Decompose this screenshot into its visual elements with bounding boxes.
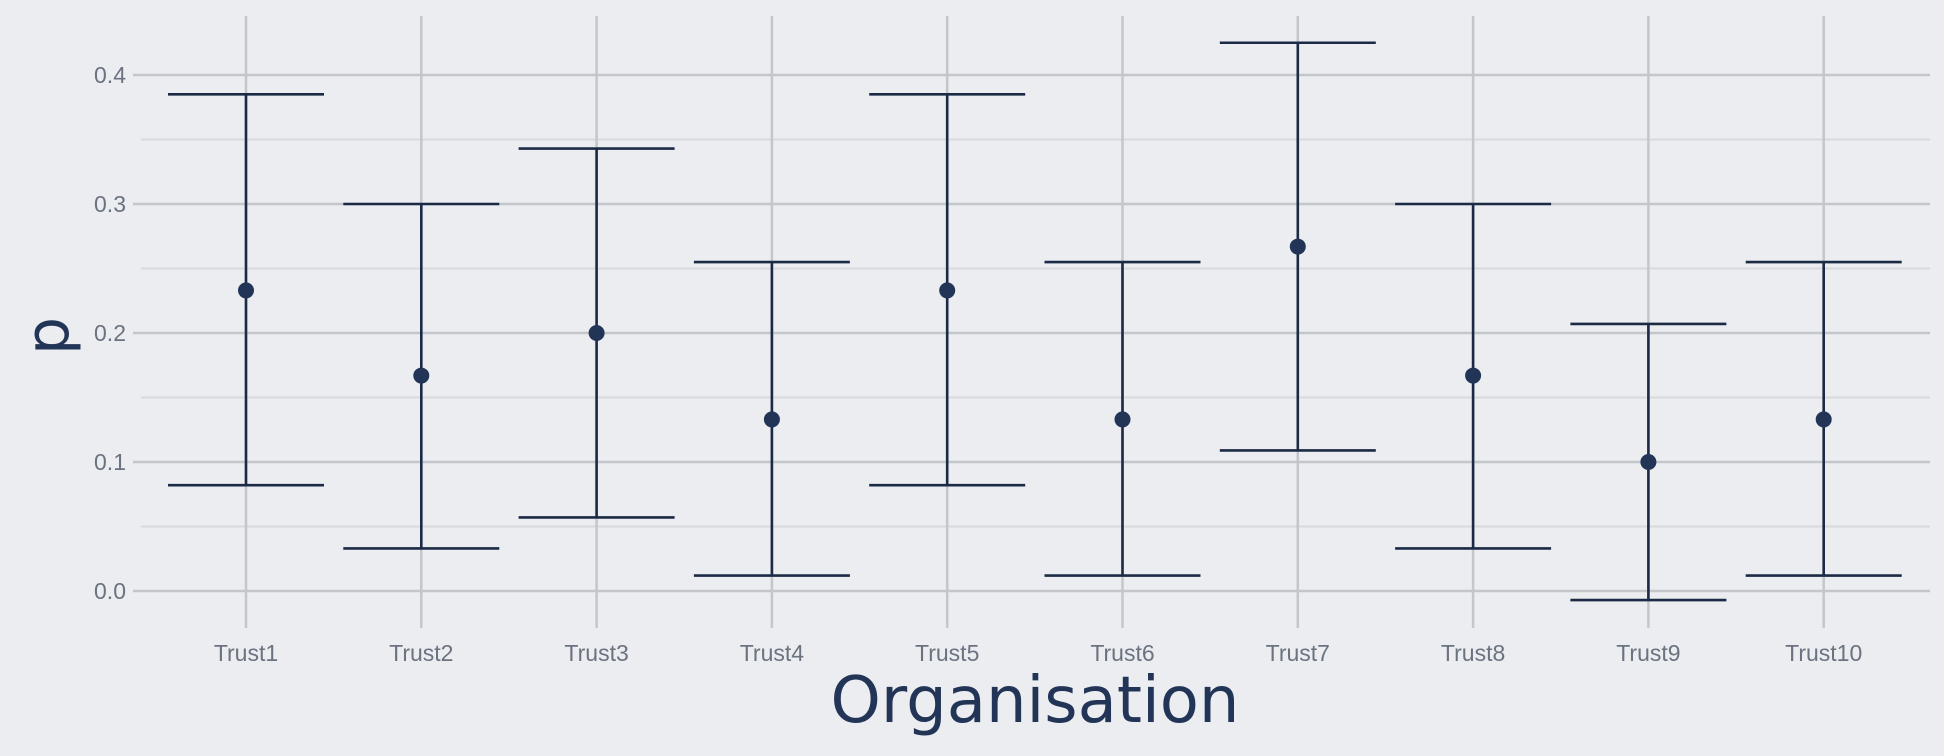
x-tick-label: Trust6: [1090, 640, 1154, 666]
data-point: [1640, 454, 1657, 470]
data-points: [238, 238, 1832, 470]
x-tick-label: Trust2: [389, 640, 453, 666]
x-tick-label: Trust9: [1616, 640, 1680, 666]
data-point: [1815, 411, 1832, 428]
y-axis-ticks: 0.0 0.1 0.2 0.3 0.4: [94, 62, 126, 604]
x-axis-ticks: Trust1 Trust2 Trust3 Trust4 Trust5 Trust6 Trus…: [214, 640, 1862, 666]
data-point: [763, 411, 780, 428]
y-tick-label: 0.2: [94, 320, 126, 346]
data-point: [238, 282, 254, 299]
x-tick-label: Trust5: [915, 640, 979, 666]
x-tick-label: Trust10: [1785, 640, 1862, 666]
data-point: [588, 325, 605, 341]
x-tick-label: Trust4: [740, 640, 805, 666]
x-tick-label: Trust1: [214, 640, 278, 666]
y-axis-title: p: [13, 317, 83, 355]
data-point: [1465, 367, 1482, 384]
x-tick-label: Trust3: [564, 640, 628, 666]
y-tick-label: 0.1: [94, 449, 126, 475]
x-tick-label: Trust7: [1266, 640, 1330, 666]
data-point: [413, 367, 430, 384]
y-tick-label: 0.3: [94, 191, 126, 217]
error-bars: [168, 41, 1902, 602]
data-point: [939, 282, 956, 299]
data-point: [1114, 411, 1131, 428]
y-tick-label: 0.4: [94, 62, 126, 88]
grid: [133, 16, 1930, 628]
y-tick-label: 0.0: [94, 578, 126, 604]
x-axis-title: Organisation: [831, 664, 1240, 738]
data-point: [1289, 238, 1306, 255]
x-tick-label: Trust8: [1441, 640, 1505, 666]
